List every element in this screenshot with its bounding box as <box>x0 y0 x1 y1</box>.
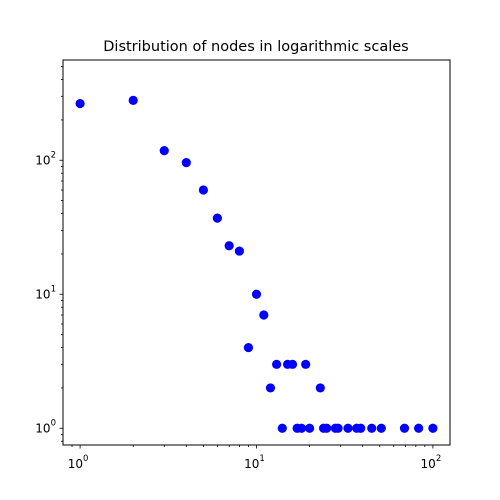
data-point <box>224 241 234 251</box>
x-tick-label-base: 10 <box>68 457 83 471</box>
data-point <box>277 423 287 433</box>
data-point <box>75 98 85 109</box>
data-point <box>212 213 222 223</box>
data-point <box>128 95 138 105</box>
data-point <box>159 146 169 156</box>
data-points <box>75 95 438 433</box>
data-point <box>272 359 282 369</box>
x-axis-ticks: 100 101 102 <box>68 445 442 471</box>
data-point <box>305 423 315 433</box>
y-tick-label-exponent: 2 <box>51 150 56 160</box>
data-point <box>301 359 311 369</box>
data-point <box>181 158 191 168</box>
data-point <box>399 423 410 433</box>
x-tick-label: 102 <box>421 454 442 471</box>
x-tick-label-base: 10 <box>244 457 259 471</box>
data-point <box>414 423 424 433</box>
y-tick-label: 100 <box>35 418 56 435</box>
data-point <box>234 246 245 256</box>
y-tick-label-exponent: 0 <box>51 418 56 428</box>
data-point <box>356 423 366 433</box>
data-point <box>333 423 343 433</box>
y-tick-label-exponent: 1 <box>51 284 56 294</box>
data-point <box>259 310 269 320</box>
x-tick-label-exponent: 2 <box>436 454 441 464</box>
data-point <box>322 423 332 433</box>
y-tick-label: 101 <box>35 284 56 301</box>
data-point <box>251 289 262 299</box>
y-tick-label-base: 10 <box>35 287 50 301</box>
chart-title: Distribution of nodes in logarithmic sca… <box>103 39 408 55</box>
x-tick-label-exponent: 0 <box>83 454 88 464</box>
y-tick-label-base: 10 <box>35 153 50 167</box>
data-point <box>367 423 377 433</box>
data-point <box>315 383 325 393</box>
data-point <box>343 423 353 433</box>
y-tick-label-base: 10 <box>35 421 50 435</box>
data-point <box>243 342 254 353</box>
x-tick-label-exponent: 1 <box>259 454 264 464</box>
x-tick-label: 101 <box>244 454 265 471</box>
x-tick-label-base: 10 <box>421 457 436 471</box>
plot-frame <box>62 59 451 446</box>
data-point <box>287 359 298 369</box>
data-point <box>376 423 386 433</box>
data-point <box>428 423 438 433</box>
data-point <box>296 423 307 433</box>
x-tick-label: 100 <box>68 454 89 471</box>
data-point <box>265 383 276 393</box>
y-tick-label: 102 <box>35 150 56 167</box>
data-point <box>198 185 208 195</box>
